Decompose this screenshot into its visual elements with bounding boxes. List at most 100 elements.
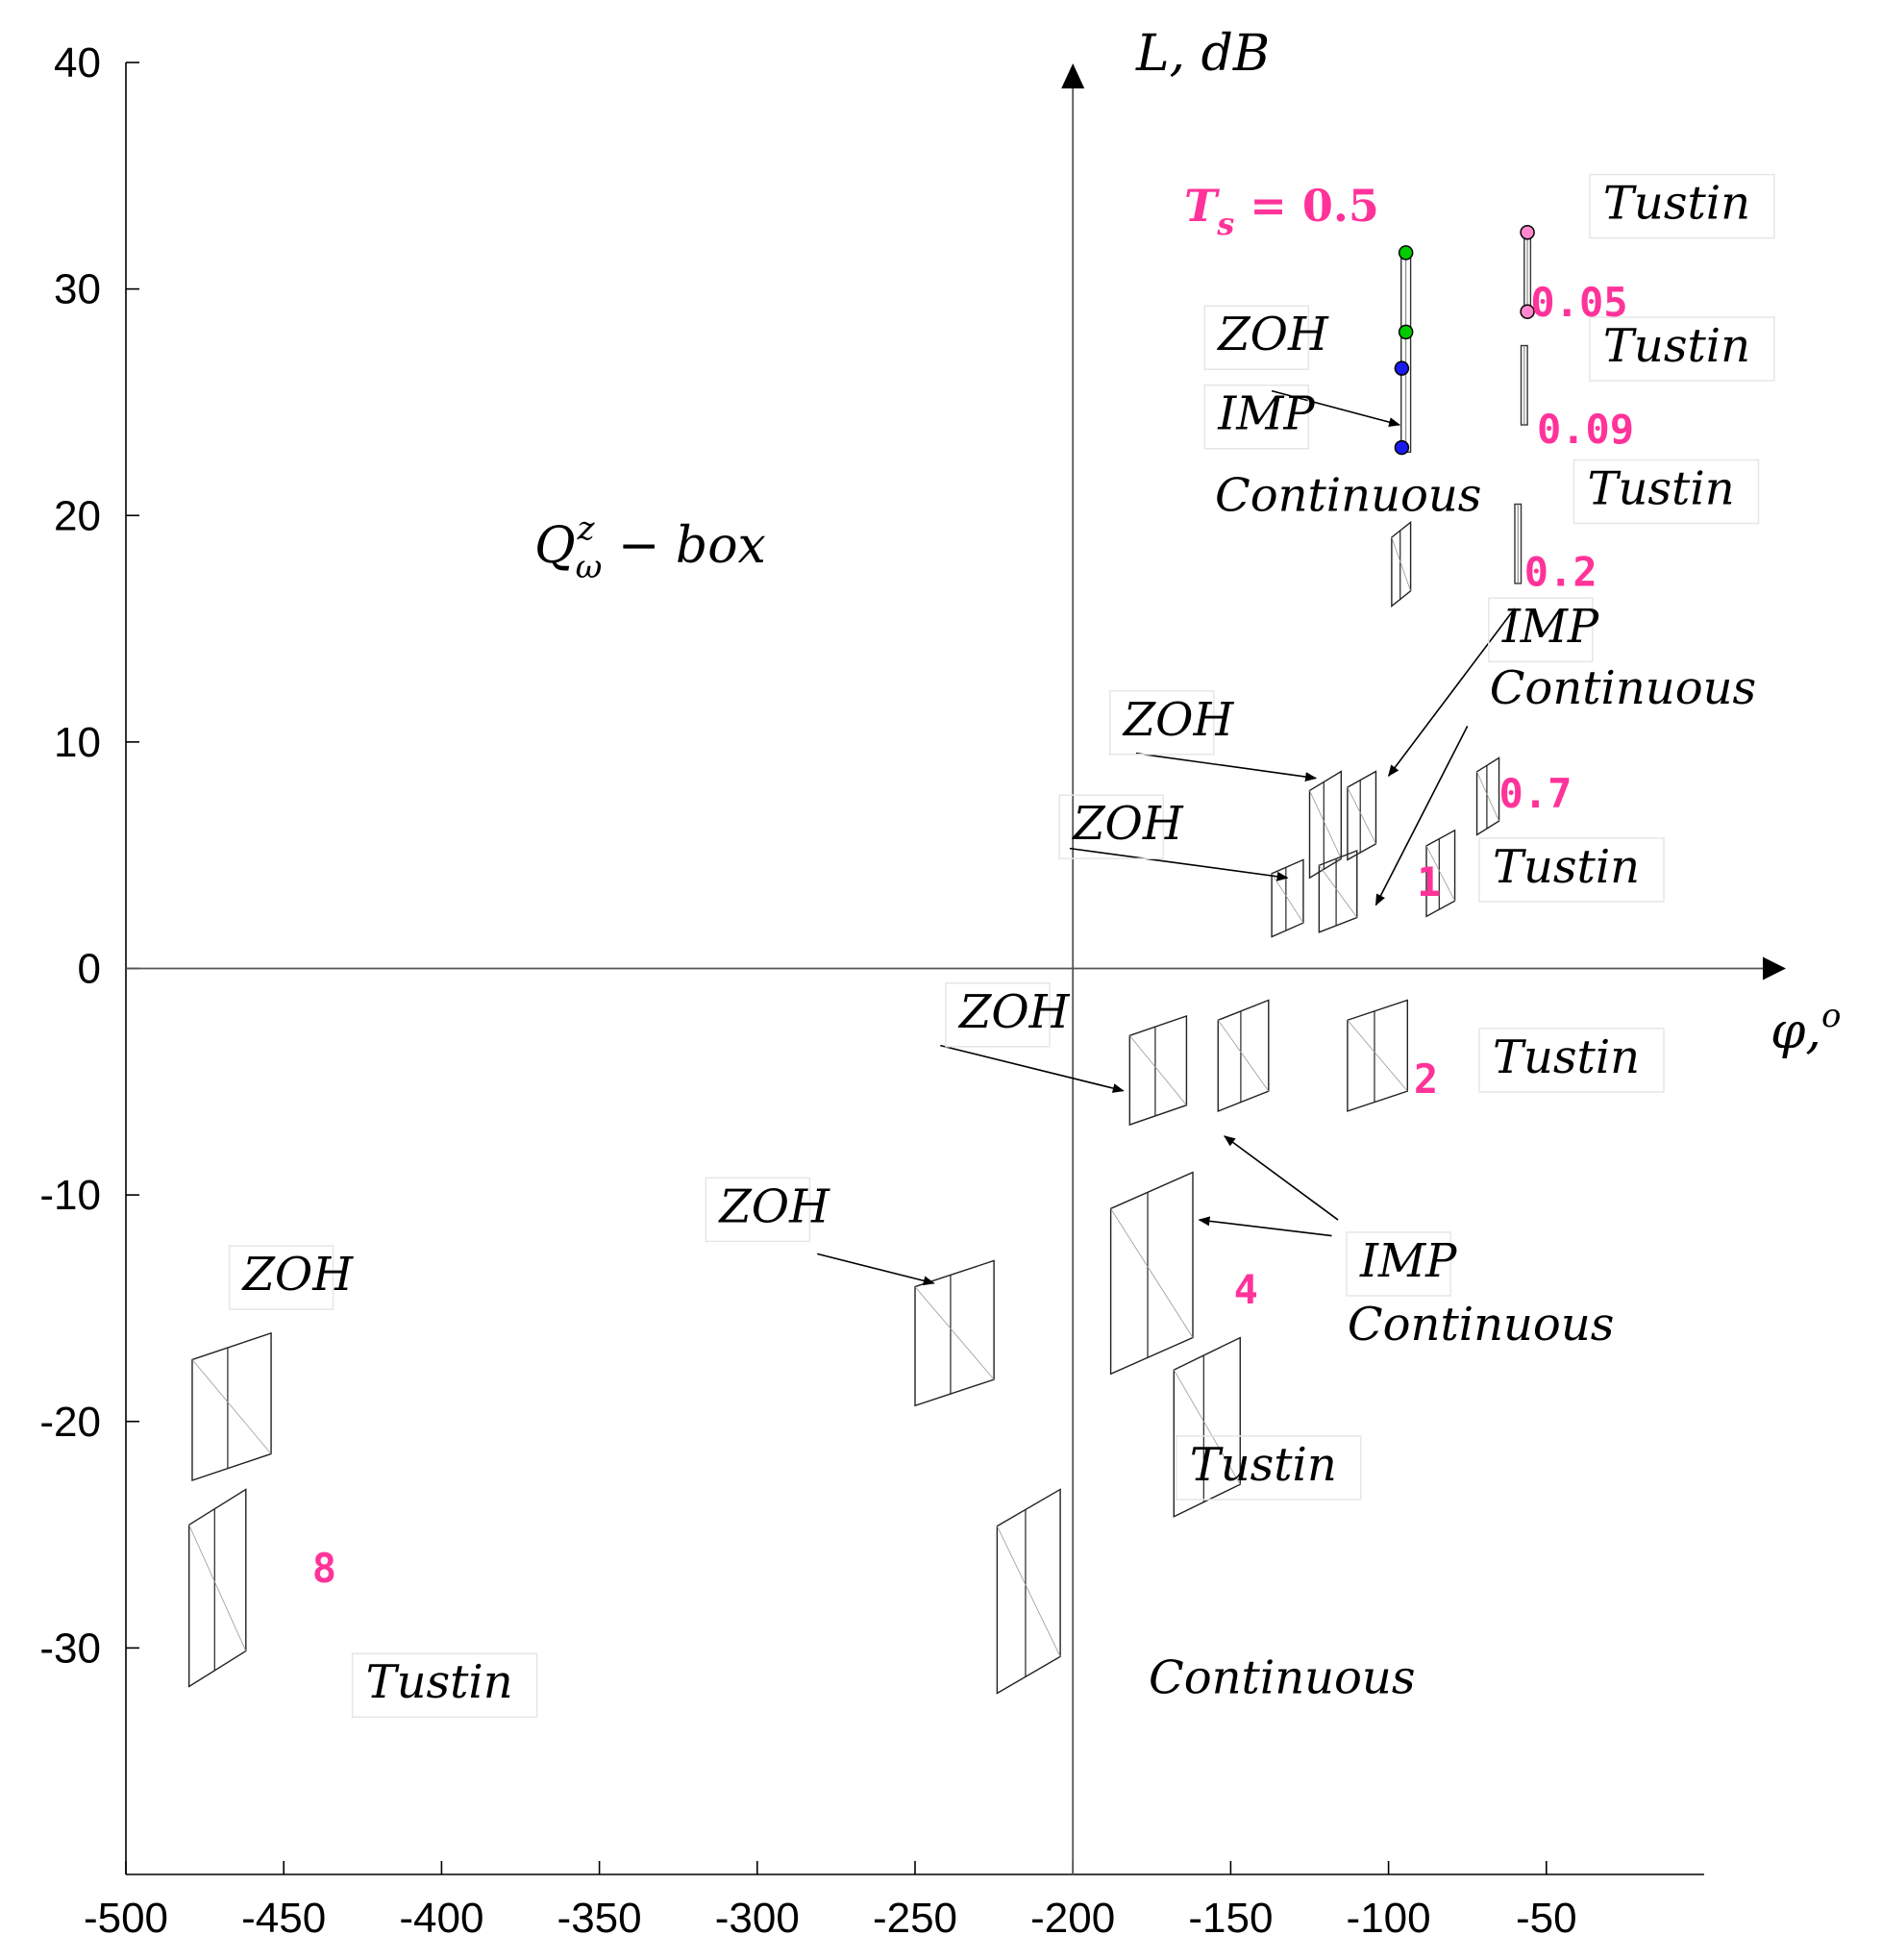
template-box bbox=[1347, 770, 1377, 861]
template-box-edge bbox=[1271, 873, 1304, 924]
data-point-marker bbox=[1520, 304, 1535, 319]
x-tick-label: -450 bbox=[241, 1895, 326, 1942]
y-tick-label: 30 bbox=[54, 266, 101, 313]
annotation-arrow bbox=[1135, 752, 1318, 782]
template-box bbox=[1173, 1336, 1241, 1518]
x-tick-label: -150 bbox=[1188, 1895, 1273, 1942]
method-label-frame bbox=[1589, 173, 1775, 239]
sample-time-label: 1 bbox=[1417, 858, 1441, 906]
annotation-arrow bbox=[1224, 1135, 1339, 1221]
method-label-frame bbox=[228, 1245, 334, 1310]
template-box bbox=[914, 1259, 995, 1407]
method-label-frame bbox=[705, 1177, 811, 1243]
method-label: Tustin bbox=[1493, 840, 1640, 894]
x-tick-label: -300 bbox=[715, 1895, 800, 1942]
method-label-frame bbox=[1058, 794, 1164, 859]
annotation-arrow bbox=[1069, 847, 1289, 881]
data-point-marker bbox=[1520, 224, 1535, 240]
sampling-var: T bbox=[1184, 180, 1221, 232]
y-tick-label: 20 bbox=[54, 492, 101, 539]
template-box bbox=[996, 1488, 1061, 1695]
template-box-frame bbox=[1391, 520, 1412, 608]
method-label: ZOH bbox=[717, 1179, 830, 1233]
template-box bbox=[1347, 999, 1408, 1112]
template-box bbox=[1520, 344, 1528, 426]
chart-title: Qz ω − box bbox=[534, 509, 766, 586]
method-label-frame bbox=[945, 982, 1051, 1048]
template-box bbox=[1514, 503, 1523, 584]
method-label-frame bbox=[1589, 316, 1775, 382]
template-box-edge bbox=[1476, 771, 1499, 822]
phase-axis-arrowhead bbox=[1763, 956, 1786, 980]
template-box-edge bbox=[1347, 786, 1376, 845]
template-box-frame bbox=[1173, 1336, 1241, 1518]
template-box bbox=[1425, 829, 1456, 918]
template-box bbox=[1475, 757, 1500, 836]
method-label: ZOH bbox=[957, 985, 1071, 1039]
x-axis-title-base: φ, bbox=[1771, 1003, 1821, 1060]
x-tick-label: -100 bbox=[1347, 1895, 1431, 1942]
annotation-arrow bbox=[1374, 726, 1469, 906]
method-label: IMP bbox=[1217, 387, 1315, 441]
arrows-layer bbox=[817, 389, 1516, 1286]
sample-time-label: 0.7 bbox=[1499, 770, 1572, 817]
y-tick-label: 10 bbox=[54, 719, 101, 766]
method-label-frame bbox=[1175, 1435, 1362, 1501]
method-label: Tustin bbox=[1493, 1030, 1640, 1084]
method-label-frame bbox=[1203, 384, 1310, 450]
template-box-edge bbox=[1173, 1369, 1241, 1485]
sample-time-label: 0.09 bbox=[1537, 406, 1634, 453]
template-box bbox=[1391, 520, 1412, 608]
template-box bbox=[1400, 252, 1412, 453]
x-tick-label: -350 bbox=[557, 1895, 642, 1942]
axes-layer: 40 30 20 10 0 -10 -20 -30 -500 -450 -400 -350 -300 -2… bbox=[39, 25, 1841, 1942]
x-tick-label: -50 bbox=[1516, 1895, 1577, 1942]
template-box-edge bbox=[997, 1526, 1061, 1657]
template-box-edge bbox=[1217, 1020, 1270, 1092]
method-label: Tustin bbox=[1603, 177, 1750, 231]
markers-layer bbox=[1394, 224, 1535, 456]
template-box bbox=[1318, 849, 1358, 933]
template-box-edge bbox=[188, 1525, 247, 1651]
annotation-arrow bbox=[1387, 608, 1516, 778]
method-label: ZOH bbox=[1216, 308, 1329, 361]
y-tick-label: -30 bbox=[39, 1625, 101, 1672]
template-box-edge bbox=[1347, 1020, 1408, 1092]
template-box bbox=[187, 1488, 247, 1688]
data-point-marker bbox=[1394, 439, 1410, 456]
sample-time-label: 0.2 bbox=[1524, 548, 1597, 595]
annotation-arrow bbox=[940, 1044, 1125, 1093]
method-label: IMP bbox=[1501, 600, 1599, 654]
template-box-edge bbox=[1391, 536, 1411, 591]
method-label-frame bbox=[1478, 1028, 1665, 1093]
sampling-time-header: Ts = 0.5 bbox=[1184, 180, 1379, 242]
x-tick-label: -500 bbox=[84, 1895, 168, 1942]
data-point-marker bbox=[1398, 245, 1414, 261]
sample-time-label: 0.05 bbox=[1530, 279, 1627, 326]
method-label: Continuous bbox=[1149, 1651, 1415, 1705]
template-box bbox=[191, 1331, 272, 1481]
x-axis-title-sup: o bbox=[1821, 997, 1841, 1035]
template-box-edge bbox=[1425, 845, 1455, 902]
sample-time-label: 4 bbox=[1234, 1266, 1258, 1313]
method-label-frame bbox=[1488, 597, 1594, 662]
method-label-frame bbox=[1572, 459, 1760, 525]
method-label: ZOH bbox=[1071, 797, 1184, 851]
template-box bbox=[1308, 770, 1343, 880]
template-box-edge bbox=[1319, 865, 1358, 918]
template-box-edge bbox=[1129, 1035, 1187, 1105]
method-label: Continuous bbox=[1215, 469, 1481, 523]
boxes-layer bbox=[187, 232, 1532, 1695]
chart-title-sup: z bbox=[577, 509, 596, 548]
y-tick-label: -20 bbox=[39, 1399, 101, 1446]
y-tick-label: 0 bbox=[78, 946, 101, 993]
template-box-edge bbox=[191, 1359, 272, 1454]
method-label-frame bbox=[1108, 690, 1215, 756]
method-label-frame bbox=[1478, 837, 1665, 903]
annotation-arrow bbox=[1271, 389, 1401, 428]
template-box bbox=[1109, 1171, 1194, 1376]
sample-time-label: 2 bbox=[1414, 1055, 1438, 1103]
method-label-frame bbox=[351, 1652, 538, 1718]
method-label: Tustin bbox=[366, 1655, 513, 1709]
